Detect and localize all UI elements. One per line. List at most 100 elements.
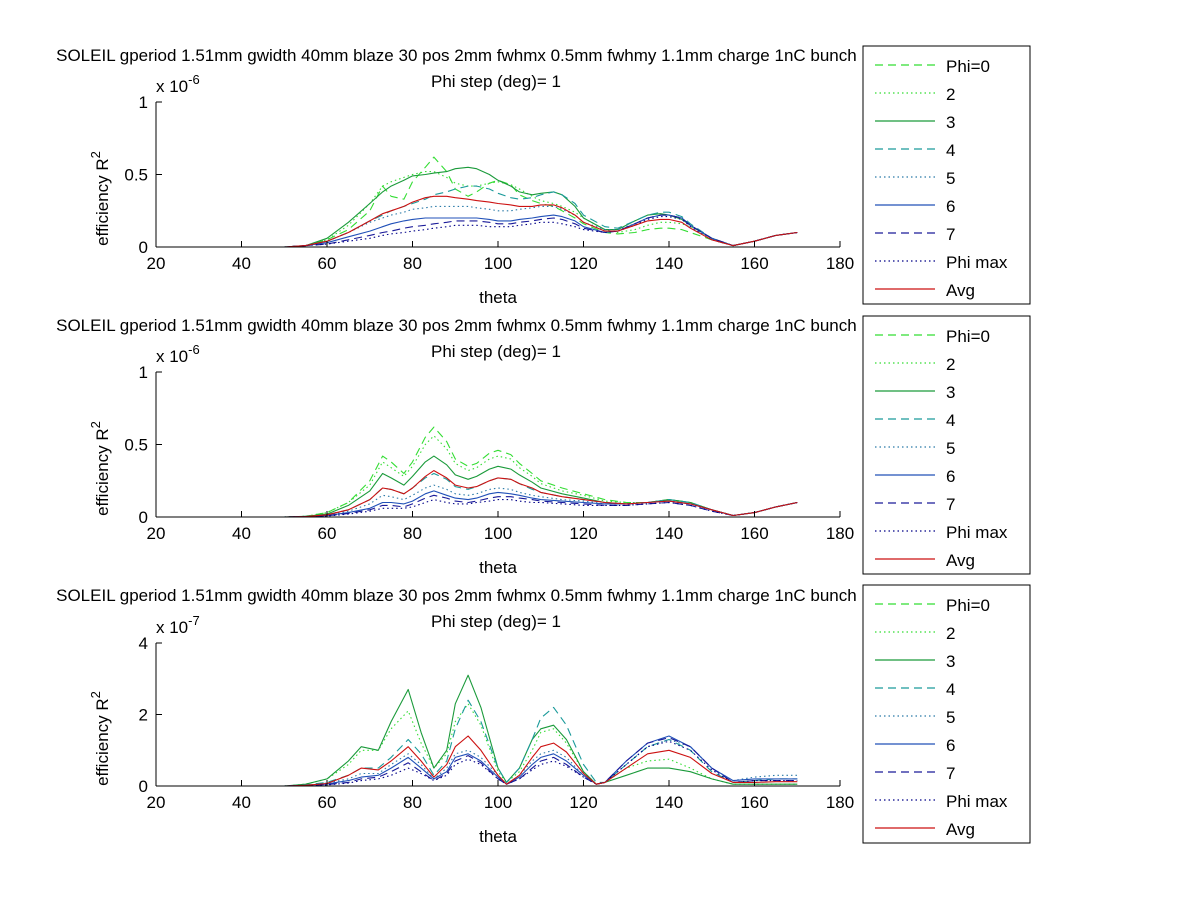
series-line-4 (198, 699, 798, 787)
series-line-6 (198, 735, 798, 787)
series-line-9 (198, 470, 798, 518)
legend-label: 7 (946, 764, 955, 783)
x-tick-label: 100 (484, 524, 512, 543)
x-tick-label: 180 (826, 524, 854, 543)
x-tick-label: 100 (484, 793, 512, 812)
y-tick-label: 4 (139, 634, 148, 653)
legend-label: Phi=0 (946, 57, 990, 76)
series-line-2 (198, 171, 798, 248)
x-axis-label: theta (479, 827, 517, 846)
legend-label: 7 (946, 225, 955, 244)
legend-label: 6 (946, 467, 955, 486)
legend-label: 2 (946, 355, 955, 374)
x-tick-label: 140 (655, 254, 683, 273)
legend-label: 4 (946, 411, 955, 430)
legend-label: Phi=0 (946, 596, 990, 615)
chart-subtitle: Phi step (deg)= 1 (431, 612, 561, 631)
series-line-8 (198, 499, 798, 518)
x-tick-label: 40 (232, 793, 251, 812)
series-line-8 (198, 740, 798, 787)
legend-label: 5 (946, 169, 955, 188)
legend-label: Phi max (946, 523, 1008, 542)
legend-label: 6 (946, 736, 955, 755)
chart-subtitle: Phi step (deg)= 1 (431, 72, 561, 91)
x-tick-label: 20 (147, 524, 166, 543)
chart-title: SOLEIL gperiod 1.51mm gwidth 40mm blaze … (56, 46, 940, 65)
x-tick-label: 120 (569, 793, 597, 812)
y-tick-label: 0 (139, 238, 148, 257)
x-tick-label: 120 (569, 524, 597, 543)
series-line-5 (198, 484, 798, 518)
series-line-7 (198, 737, 798, 787)
x-tick-label: 80 (403, 524, 422, 543)
series-line-3 (198, 166, 798, 248)
x-axis-label: theta (479, 288, 517, 307)
legend-label: Avg (946, 551, 975, 570)
series-lines (198, 426, 798, 518)
series-line-4 (198, 185, 798, 248)
y-exponent-power: -6 (188, 72, 200, 87)
x-tick-label: 140 (655, 524, 683, 543)
y-tick-label: 1 (139, 93, 148, 112)
x-tick-label: 180 (826, 254, 854, 273)
chart-title: SOLEIL gperiod 1.51mm gwidth 40mm blaze … (56, 586, 940, 605)
series-lines (198, 156, 798, 248)
series-line-7 (198, 214, 798, 248)
x-tick-label: 80 (403, 254, 422, 273)
x-tick-label: 40 (232, 254, 251, 273)
legend-label: 5 (946, 708, 955, 727)
legend-box (862, 45, 1031, 305)
legend-label: 3 (946, 113, 955, 132)
legend-label: 3 (946, 652, 955, 671)
x-tick-label: 40 (232, 524, 251, 543)
legend-label: 4 (946, 680, 955, 699)
x-tick-label: 60 (318, 254, 337, 273)
x-tick-label: 60 (318, 524, 337, 543)
legend-label: Avg (946, 281, 975, 300)
x-tick-label: 120 (569, 254, 597, 273)
x-axis-label: theta (479, 558, 517, 577)
y-tick-label: 1 (139, 363, 148, 382)
y-tick-label: 0.5 (124, 166, 148, 185)
chart-subtitle: Phi step (deg)= 1 (431, 342, 561, 361)
legend-label: 4 (946, 141, 955, 160)
legend-label: Phi max (946, 253, 1008, 272)
legend-label: 2 (946, 85, 955, 104)
y-axis-label-superscript: 2 (88, 691, 103, 698)
x-tick-label: 140 (655, 793, 683, 812)
x-tick-label: 20 (147, 254, 166, 273)
legend-label: Phi max (946, 792, 1008, 811)
x-tick-label: 160 (740, 793, 768, 812)
y-tick-label: 0 (139, 777, 148, 796)
legend-label: Phi=0 (946, 327, 990, 346)
y-axis-label-superscript: 2 (88, 421, 103, 428)
legend: Phi=0 2 3 4 5 6 7 Phi max Avg (862, 584, 1031, 844)
legend: Phi=0 2 3 4 5 6 7 Phi max Avg (862, 45, 1031, 305)
legend-box (862, 315, 1031, 575)
series-line-3 (198, 455, 798, 518)
legend-label: 2 (946, 624, 955, 643)
x-tick-label: 80 (403, 793, 422, 812)
y-exponent-power: -6 (188, 342, 200, 357)
legend-label: 6 (946, 197, 955, 216)
legend-label: 5 (946, 439, 955, 458)
series-line-9 (198, 195, 798, 248)
x-tick-label: 20 (147, 793, 166, 812)
y-tick-label: 2 (139, 706, 148, 725)
x-tick-label: 60 (318, 793, 337, 812)
legend: Phi=0 2 3 4 5 6 7 Phi max Avg (862, 315, 1031, 575)
legend-label: Avg (946, 820, 975, 839)
y-exponent-power: -7 (188, 613, 200, 628)
series-line-9 (198, 735, 798, 787)
x-tick-label: 180 (826, 793, 854, 812)
series-line-7 (198, 494, 798, 518)
legend-label: 7 (946, 495, 955, 514)
series-line-3 (198, 674, 798, 787)
legend-label: 3 (946, 383, 955, 402)
chart-title: SOLEIL gperiod 1.51mm gwidth 40mm blaze … (56, 316, 940, 335)
